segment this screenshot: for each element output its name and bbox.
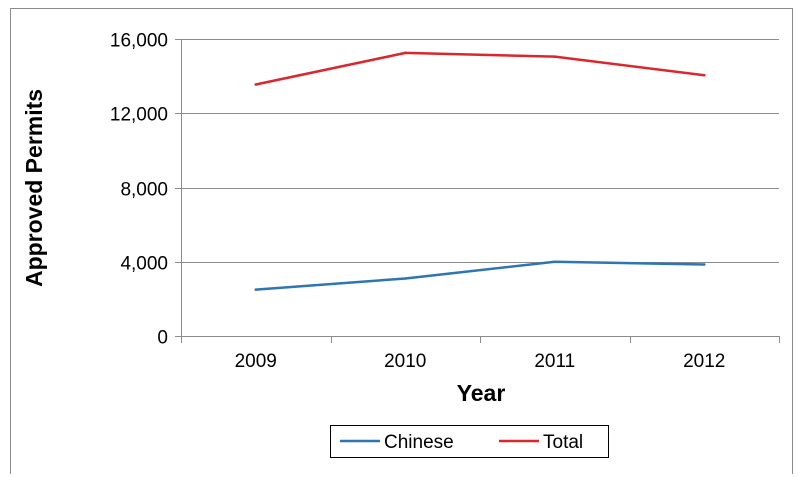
y-tick-labels: 0 4,000 8,000 12,000 16,000 (110, 31, 168, 349)
x-tick-label-2011: 2011 (534, 351, 575, 372)
data-point-chinese-2010 (404, 277, 407, 280)
data-point-chinese-2011 (553, 260, 557, 264)
legend: Chinese Total (330, 425, 609, 458)
series-line-total (254, 51, 706, 86)
x-tick-label-2009: 2009 (235, 351, 277, 372)
gridlines (181, 39, 779, 263)
data-point-total-2011 (553, 55, 557, 58)
y-tick-label-4000: 4,000 (120, 254, 168, 275)
y-tick-label-0: 0 (157, 328, 168, 349)
chart-border (10, 8, 793, 474)
x-axis-title: Year (457, 380, 506, 406)
series-lines (254, 51, 706, 291)
legend-label-chinese: Chinese (384, 432, 454, 453)
y-tick-label-16000: 16,000 (110, 31, 168, 52)
data-point-total-2010 (404, 51, 407, 55)
axes (175, 39, 780, 343)
series-line-chinese (254, 260, 706, 291)
data-point-chinese-2012 (703, 263, 706, 266)
data-point-chinese-2009 (254, 288, 258, 291)
x-tick-label-2012: 2012 (683, 351, 725, 372)
y-tick-label-12000: 12,000 (110, 105, 168, 126)
x-tick-label-2010: 2010 (384, 351, 426, 372)
x-tick-labels: 2009 2010 2011 2012 (235, 351, 726, 372)
data-point-total-2009 (254, 83, 258, 86)
y-axis-title: Approved Permits (21, 89, 47, 287)
data-point-total-2012 (703, 73, 706, 77)
legend-label-total: Total (543, 432, 583, 453)
y-tick-label-8000: 8,000 (120, 180, 168, 201)
